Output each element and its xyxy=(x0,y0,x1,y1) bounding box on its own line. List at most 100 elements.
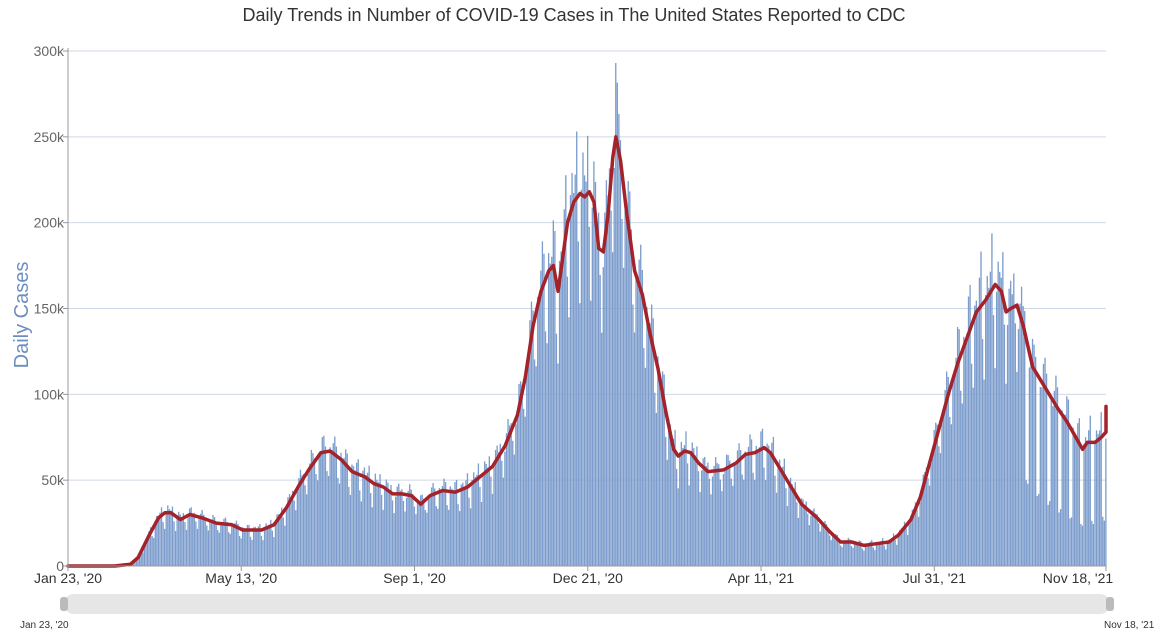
daily-case-bar xyxy=(818,523,820,566)
daily-case-bar xyxy=(980,251,982,566)
daily-case-bar xyxy=(156,515,158,566)
daily-case-bar xyxy=(485,463,487,566)
daily-case-bar xyxy=(327,475,330,566)
daily-case-bar xyxy=(373,481,375,566)
daily-case-bar xyxy=(490,476,492,566)
x-axis-ticks: Jan 23, '20 May 13, '20 Sep 1, '20 Dec 21, … xyxy=(34,566,1113,586)
daily-case-bar xyxy=(797,517,800,566)
daily-case-bar xyxy=(212,514,214,566)
daily-case-bar xyxy=(1059,509,1062,566)
daily-case-bar xyxy=(193,512,195,566)
daily-case-bar xyxy=(778,459,781,566)
daily-case-bar xyxy=(988,287,990,566)
daily-case-bar xyxy=(1019,303,1021,566)
daily-case-bar xyxy=(635,272,637,566)
navigator-handle-right[interactable] xyxy=(1106,597,1114,611)
daily-case-bar xyxy=(869,541,871,566)
daily-case-bar xyxy=(896,544,898,566)
daily-case-bar xyxy=(960,390,962,566)
daily-case-bar xyxy=(950,424,953,566)
daily-case-bar xyxy=(903,521,906,566)
daily-case-bar xyxy=(615,63,617,567)
daily-case-bar xyxy=(1036,495,1038,566)
daily-case-bar xyxy=(808,525,810,566)
daily-case-bar xyxy=(273,537,275,566)
daily-case-bar xyxy=(686,463,689,566)
y-tick-label: 300k xyxy=(34,43,65,59)
daily-case-bar xyxy=(521,384,523,566)
daily-case-bar xyxy=(927,477,929,566)
daily-case-bar xyxy=(508,425,511,566)
daily-case-bar xyxy=(1053,390,1056,566)
daily-case-bar xyxy=(588,226,590,566)
navigator-handle-left[interactable] xyxy=(60,597,68,611)
daily-case-bar xyxy=(291,490,294,566)
daily-case-bar xyxy=(900,528,903,566)
navigator-track[interactable] xyxy=(64,594,1110,614)
daily-case-bar xyxy=(605,180,608,566)
daily-case-bar xyxy=(1008,288,1010,566)
daily-case-bar xyxy=(1089,415,1091,566)
daily-case-bar xyxy=(513,454,515,566)
daily-case-bar xyxy=(549,263,551,566)
daily-case-bar xyxy=(331,451,333,566)
daily-case-bar xyxy=(1064,414,1066,566)
daily-case-bar xyxy=(647,326,650,566)
daily-case-bar xyxy=(285,509,288,566)
daily-case-bar xyxy=(463,486,466,566)
daily-case-bar xyxy=(460,484,462,566)
daily-case-bar xyxy=(220,523,222,566)
daily-case-bar xyxy=(160,507,163,566)
daily-case-bar xyxy=(362,470,364,566)
daily-case-bar xyxy=(935,422,937,566)
daily-case-bar xyxy=(805,501,807,566)
daily-case-bar xyxy=(182,513,185,566)
daily-case-bar xyxy=(877,541,879,566)
daily-case-bar xyxy=(1074,432,1076,566)
daily-case-bar xyxy=(140,554,142,566)
daily-case-bar xyxy=(402,501,405,566)
daily-case-bar xyxy=(844,542,846,566)
daily-case-bar xyxy=(683,445,686,566)
daily-case-bar xyxy=(944,389,946,566)
daily-case-bar xyxy=(199,513,202,566)
daily-case-bar xyxy=(921,489,923,566)
daily-case-bar xyxy=(618,113,620,566)
daily-case-bar xyxy=(263,526,266,566)
daily-case-bar xyxy=(936,424,938,566)
daily-case-bar xyxy=(986,275,988,566)
daily-case-bar xyxy=(1080,523,1082,566)
daily-case-bar xyxy=(894,539,896,566)
daily-case-bar xyxy=(532,310,534,566)
daily-case-bar xyxy=(807,513,809,566)
daily-case-bar xyxy=(736,450,739,566)
daily-case-bar xyxy=(1022,306,1024,566)
daily-case-bar xyxy=(149,527,152,566)
daily-case-bar xyxy=(318,455,320,566)
daily-case-bar xyxy=(1084,437,1087,566)
daily-case-bar xyxy=(281,507,283,566)
daily-case-bar xyxy=(590,300,592,566)
daily-case-bar xyxy=(265,523,267,566)
daily-case-bar xyxy=(262,540,264,566)
daily-case-bar xyxy=(977,307,979,566)
daily-case-bar xyxy=(359,490,361,566)
daily-case-bar xyxy=(343,457,345,566)
daily-case-bar xyxy=(641,269,643,566)
daily-case-bar xyxy=(679,452,681,566)
daily-case-bar xyxy=(1058,512,1060,566)
daily-case-bar xyxy=(385,479,387,566)
daily-case-bar xyxy=(1081,525,1084,566)
daily-case-bar xyxy=(956,327,959,566)
daily-case-bar xyxy=(654,392,656,566)
range-navigator[interactable]: Jan 23, '20 Nov 18, '21 xyxy=(20,594,1155,630)
daily-case-bar xyxy=(708,478,711,566)
daily-case-bar xyxy=(596,222,598,566)
daily-case-bar xyxy=(451,488,453,566)
daily-case-bar xyxy=(346,453,348,566)
daily-case-bar xyxy=(643,348,645,566)
daily-case-bar xyxy=(699,492,701,566)
daily-case-bar xyxy=(813,508,815,566)
daily-case-bar xyxy=(1039,387,1041,566)
daily-case-bar xyxy=(518,384,520,566)
